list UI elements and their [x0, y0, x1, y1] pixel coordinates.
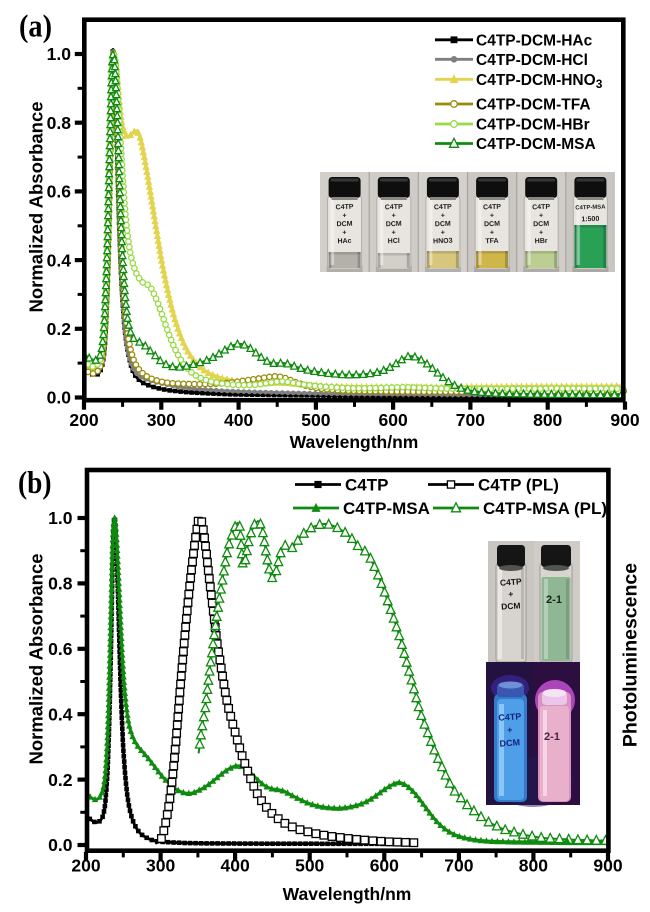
svg-text:TFA: TFA — [485, 238, 498, 245]
svg-text:C4TP: C4TP — [498, 711, 522, 723]
svg-text:Normalized Absorbance: Normalized Absorbance — [26, 101, 47, 312]
svg-text:200: 200 — [71, 856, 100, 876]
svg-text:0.0: 0.0 — [48, 835, 73, 855]
svg-text:HCl: HCl — [388, 238, 400, 245]
svg-text:0.2: 0.2 — [47, 319, 72, 339]
svg-text:Normalized Absorbance: Normalized Absorbance — [26, 553, 47, 764]
svg-text:700: 700 — [444, 856, 473, 876]
svg-text:0.6: 0.6 — [48, 639, 73, 659]
svg-text:C4TP-DCM-MSA: C4TP-DCM-MSA — [476, 136, 596, 153]
svg-text:700: 700 — [456, 410, 485, 430]
svg-text:+: + — [441, 229, 445, 236]
svg-text:DCM: DCM — [484, 221, 500, 229]
svg-text:DCM: DCM — [533, 221, 549, 229]
svg-text:500: 500 — [301, 410, 330, 430]
svg-text:DCM: DCM — [499, 737, 520, 748]
svg-text:C4TP: C4TP — [335, 204, 353, 212]
svg-text:C4TP-DCM-TFA: C4TP-DCM-TFA — [476, 97, 591, 114]
svg-text:+: + — [507, 725, 513, 735]
svg-text:DCM: DCM — [435, 221, 451, 229]
svg-text:600: 600 — [370, 856, 399, 876]
svg-text:(a): (a) — [19, 8, 52, 44]
svg-text:+: + — [539, 212, 543, 219]
svg-text:1.0: 1.0 — [47, 44, 72, 64]
svg-text:DCM: DCM — [386, 221, 402, 229]
svg-text:+: + — [392, 229, 396, 236]
svg-text:Wavelength/nm: Wavelength/nm — [283, 884, 412, 904]
svg-text:400: 400 — [220, 856, 249, 876]
svg-text:C4TP: C4TP — [434, 204, 452, 212]
svg-text:C4TP-MSA: C4TP-MSA — [575, 204, 606, 211]
svg-text:C4TP-MSA (PL): C4TP-MSA (PL) — [483, 499, 607, 518]
svg-text:DCM: DCM — [501, 600, 521, 611]
svg-text:1.0: 1.0 — [48, 508, 73, 528]
svg-text:+: + — [539, 229, 543, 236]
svg-text:2-1: 2-1 — [544, 731, 560, 743]
svg-text:0.8: 0.8 — [47, 113, 72, 133]
svg-text:C4TP: C4TP — [345, 476, 388, 495]
svg-text:2-1: 2-1 — [546, 594, 562, 606]
svg-text:C4TP: C4TP — [483, 204, 501, 212]
svg-text:C4TP-DCM-HNO3: C4TP-DCM-HNO3 — [476, 72, 603, 91]
svg-text:0.0: 0.0 — [47, 388, 72, 408]
svg-text:C4TP-DCM-HAc: C4TP-DCM-HAc — [476, 32, 593, 49]
svg-text:C4TP: C4TP — [500, 576, 523, 588]
svg-text:300: 300 — [146, 856, 175, 876]
svg-text:HBr: HBr — [535, 238, 548, 245]
svg-text:Photoluminescence: Photoluminescence — [620, 563, 642, 747]
svg-text:+: + — [441, 212, 445, 219]
svg-text:Wavelength/nm: Wavelength/nm — [290, 432, 419, 452]
svg-text:+: + — [342, 212, 346, 219]
svg-text:+: + — [392, 212, 396, 219]
svg-text:1:500: 1:500 — [581, 216, 599, 224]
svg-text:+: + — [342, 229, 346, 236]
svg-text:0.4: 0.4 — [47, 250, 72, 270]
svg-text:C4TP: C4TP — [532, 204, 550, 212]
svg-text:C4TP (PL): C4TP (PL) — [478, 476, 559, 495]
svg-text:200: 200 — [69, 410, 98, 430]
svg-text:+: + — [490, 229, 494, 236]
svg-text:HAc: HAc — [337, 238, 351, 245]
svg-text:300: 300 — [147, 410, 176, 430]
svg-text:DCM: DCM — [336, 221, 352, 229]
svg-text:800: 800 — [533, 410, 562, 430]
svg-text:C4TP-DCM-HCl: C4TP-DCM-HCl — [476, 52, 588, 69]
svg-text:(b): (b) — [18, 464, 52, 500]
svg-text:500: 500 — [295, 856, 324, 876]
svg-text:600: 600 — [378, 410, 407, 430]
svg-text:C4TP-DCM-HBr: C4TP-DCM-HBr — [476, 117, 590, 134]
svg-text:+: + — [508, 589, 514, 599]
svg-text:C4TP-MSA: C4TP-MSA — [343, 499, 430, 518]
svg-text:+: + — [490, 212, 494, 219]
svg-text:HNO3: HNO3 — [433, 238, 453, 246]
svg-text:800: 800 — [519, 856, 548, 876]
svg-text:900: 900 — [610, 410, 639, 430]
svg-text:0.8: 0.8 — [48, 574, 73, 594]
svg-text:0.4: 0.4 — [48, 704, 73, 724]
svg-text:900: 900 — [593, 856, 622, 876]
svg-text:400: 400 — [224, 410, 253, 430]
svg-text:C4TP: C4TP — [385, 204, 403, 212]
svg-text:0.2: 0.2 — [48, 770, 73, 790]
svg-text:0.6: 0.6 — [47, 182, 72, 202]
